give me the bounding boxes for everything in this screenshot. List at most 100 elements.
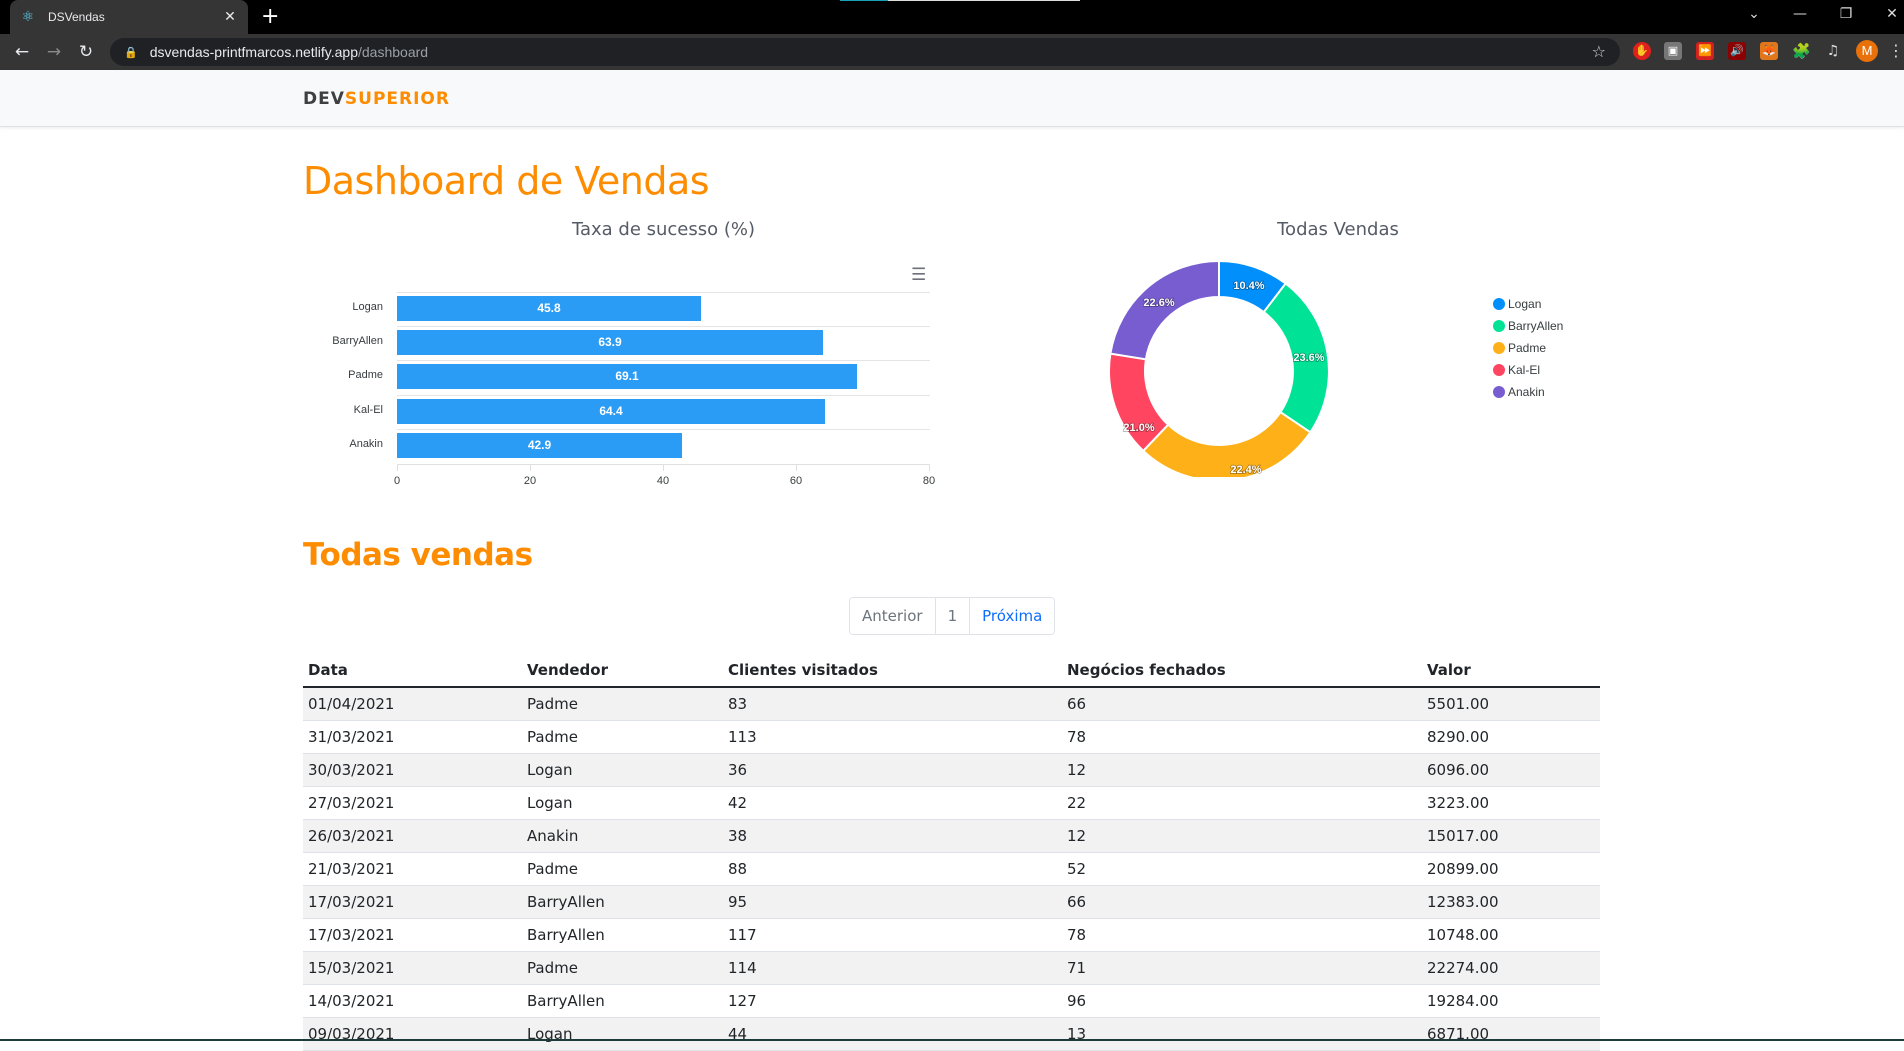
tab-title: DSVendas xyxy=(48,10,105,24)
cell-date: 31/03/2021 xyxy=(303,720,522,754)
x-tick xyxy=(796,465,797,471)
cell-amount: 10748.00 xyxy=(1422,918,1600,952)
chart-menu-icon[interactable]: ☰ xyxy=(911,265,927,285)
slice-label-kalel: 21.0% xyxy=(1123,422,1154,434)
legend-label: Logan xyxy=(1508,297,1542,311)
extensions-puzzle-icon[interactable]: 🧩 xyxy=(1792,42,1811,60)
cell-deals: 96 xyxy=(1062,984,1422,1018)
os-taskbar-edge xyxy=(0,1039,1904,1041)
cell-visited: 114 xyxy=(723,951,1062,985)
bar-row-anakin: Anakin 42.9 xyxy=(303,430,933,464)
gridline xyxy=(397,429,930,430)
x-tick xyxy=(530,465,531,471)
cell-amount: 5501.00 xyxy=(1422,687,1600,721)
slice-anakin[interactable] xyxy=(1109,259,1220,361)
volume-extension-icon[interactable]: 🔊 xyxy=(1728,42,1746,60)
back-icon[interactable]: ← xyxy=(14,42,30,62)
cell-date: 15/03/2021 xyxy=(303,951,522,985)
table-row: 31/03/2021 Padme 113 78 8290.00 xyxy=(303,720,1600,754)
youtube-extension-icon[interactable]: ⏩ xyxy=(1696,42,1714,60)
table-row: 17/03/2021 BarryAllen 95 66 12383.00 xyxy=(303,885,1600,919)
close-tab-icon[interactable]: ✕ xyxy=(224,9,236,25)
reload-icon[interactable]: ↻ xyxy=(78,42,94,62)
gridline xyxy=(397,395,930,396)
x-axis xyxy=(397,464,930,465)
cell-deals: 66 xyxy=(1062,885,1422,919)
sales-table: Data Vendedor Clientes visitados Negócio… xyxy=(303,654,1600,1051)
cell-deals: 78 xyxy=(1062,918,1422,952)
cell-visited: 95 xyxy=(723,885,1062,919)
cell-visited: 38 xyxy=(723,819,1062,853)
previous-page-button[interactable]: Anterior xyxy=(850,598,935,634)
legend-dot-icon xyxy=(1493,342,1505,354)
success-rate-bar-chart: Taxa de sucesso (%) ☰ Logan 45.8 BarryAl… xyxy=(303,219,953,517)
x-tick xyxy=(663,465,664,471)
cell-seller: BarryAllen xyxy=(522,984,723,1018)
site-navbar: DEVSUPERIOR xyxy=(0,70,1904,127)
restore-icon[interactable]: ❐ xyxy=(1839,6,1853,22)
cell-amount: 12383.00 xyxy=(1422,885,1600,919)
legend-item-anakin[interactable]: Anakin xyxy=(1493,381,1563,403)
table-row: 30/03/2021 Logan 36 12 6096.00 xyxy=(303,753,1600,787)
slice-label-anakin: 22.6% xyxy=(1143,297,1174,309)
legend-label: Padme xyxy=(1508,341,1547,355)
gridline xyxy=(397,326,930,327)
cell-visited: 113 xyxy=(723,720,1062,754)
table-row: 17/03/2021 BarryAllen 117 78 10748.00 xyxy=(303,918,1600,952)
cell-visited: 127 xyxy=(723,984,1062,1018)
adblock-extension-icon[interactable]: ✋ xyxy=(1633,42,1651,60)
x-tick-label: 20 xyxy=(523,475,537,487)
bar-anakin[interactable]: 42.9 xyxy=(397,433,682,458)
bar-chart-title: Taxa de sucesso (%) xyxy=(571,219,756,240)
slice-padme[interactable] xyxy=(1141,410,1312,477)
minimize-icon[interactable]: — xyxy=(1793,6,1807,22)
legend-dot-icon xyxy=(1493,320,1505,332)
x-tick-label: 0 xyxy=(393,475,401,487)
metamask-extension-icon[interactable]: 🦊 xyxy=(1760,42,1778,60)
cell-amount: 20899.00 xyxy=(1422,852,1600,886)
cell-deals: 12 xyxy=(1062,753,1422,787)
media-queue-icon[interactable]: ♫ xyxy=(1826,43,1840,59)
legend-item-barryallen[interactable]: BarryAllen xyxy=(1493,315,1563,337)
page-1-button[interactable]: 1 xyxy=(934,598,970,634)
x-tick-label: 60 xyxy=(789,475,803,487)
x-tick-label: 80 xyxy=(922,475,936,487)
devsuperior-logo[interactable]: DEVSUPERIOR xyxy=(303,89,450,109)
legend-item-padme[interactable]: Padme xyxy=(1493,337,1563,359)
table-row: 21/03/2021 Padme 88 52 20899.00 xyxy=(303,852,1600,886)
cell-date: 01/04/2021 xyxy=(303,687,522,721)
bar-padme[interactable]: 69.1 xyxy=(397,364,857,389)
bar-row-kalel: Kal-El 64.4 xyxy=(303,396,933,430)
legend-dot-icon xyxy=(1493,364,1505,376)
profile-avatar[interactable]: M xyxy=(1856,40,1878,62)
new-tab-button[interactable]: + xyxy=(261,4,280,29)
cell-visited: 88 xyxy=(723,852,1062,886)
bar-label: BarryAllen xyxy=(332,335,383,347)
forward-icon[interactable]: → xyxy=(46,42,62,62)
cell-date: 26/03/2021 xyxy=(303,819,522,853)
bar-kalel[interactable]: 64.4 xyxy=(397,399,825,424)
browser-menu-icon[interactable]: ⋮ xyxy=(1888,41,1904,60)
lock-icon[interactable]: 🔒 xyxy=(124,45,138,59)
bookmark-star-icon[interactable]: ☆ xyxy=(1591,42,1606,61)
donut-chart-title: Todas Vendas xyxy=(1277,219,1399,240)
cell-visited: 83 xyxy=(723,687,1062,721)
cell-visited: 36 xyxy=(723,753,1062,787)
tab-search-icon[interactable]: ⌄ xyxy=(1748,6,1760,22)
bar-logan[interactable]: 45.8 xyxy=(397,296,701,321)
table-row: 27/03/2021 Logan 42 22 3223.00 xyxy=(303,786,1600,820)
close-window-icon[interactable]: ✕ xyxy=(1886,6,1898,22)
legend-item-kalel[interactable]: Kal-El xyxy=(1493,359,1563,381)
cell-amount: 22274.00 xyxy=(1422,951,1600,985)
browser-tab[interactable]: ⚛ DSVendas ✕ xyxy=(10,0,248,34)
x-tick xyxy=(929,465,930,471)
header-clientes: Clientes visitados xyxy=(723,654,1062,688)
chrome-extension-icon[interactable]: ▣ xyxy=(1664,42,1682,60)
slice-label-barryallen: 23.6% xyxy=(1293,352,1324,364)
legend-item-logan[interactable]: Logan xyxy=(1493,293,1563,315)
table-row: 26/03/2021 Anakin 38 12 15017.00 xyxy=(303,819,1600,853)
bar-barryallen[interactable]: 63.9 xyxy=(397,330,823,355)
address-bar[interactable]: 🔒 dsvendas-printfmarcos.netlify.app/dash… xyxy=(110,38,1620,66)
next-page-button[interactable]: Próxima xyxy=(969,598,1055,634)
bar-row-barryallen: BarryAllen 63.9 xyxy=(303,327,933,361)
